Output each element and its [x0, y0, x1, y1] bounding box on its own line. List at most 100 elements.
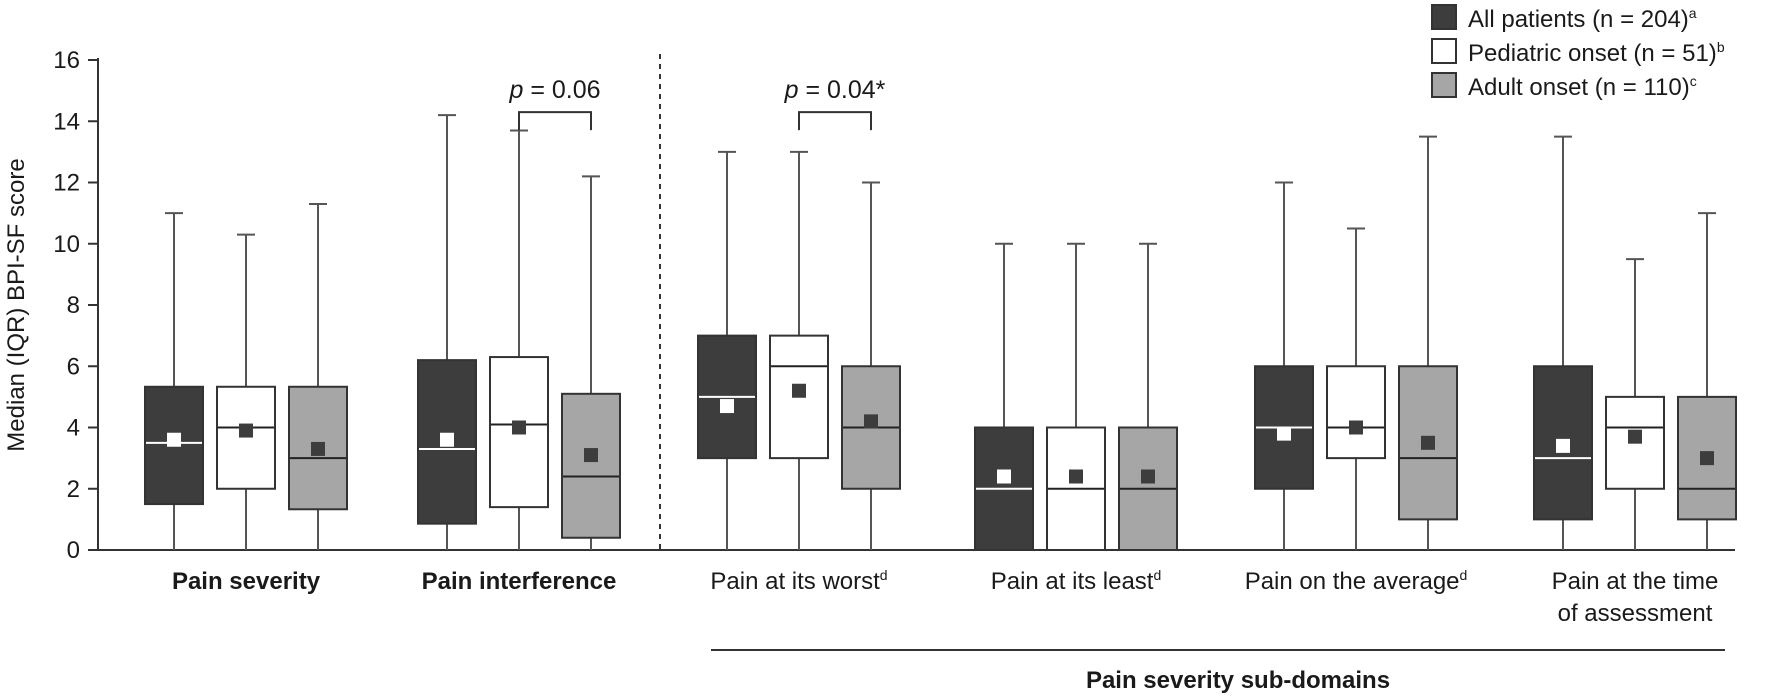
category-label: Pain at its worstd: [710, 567, 887, 595]
p-value-text: = 0.04*: [799, 76, 886, 104]
axes-group: 0 2 4 6 8 10 12 14 16 Median (IQR) BPI-SF score: [3, 47, 1735, 564]
mean-marker: [1277, 426, 1291, 441]
category-label: Pain at the time: [1552, 568, 1719, 595]
mean-marker: [1628, 429, 1642, 444]
category-label: Pain interference: [422, 568, 617, 595]
mean-marker: [440, 432, 454, 447]
iqr-box: [288, 385, 348, 511]
box-pediatric-onset-4: [1326, 227, 1386, 550]
y-tick-label: 16: [53, 47, 80, 74]
category-label-text: Pain severity: [172, 568, 321, 595]
p-value-label: p = 0.04*: [784, 76, 886, 104]
legend-item: Adult onset (n = 110)c: [1431, 72, 1697, 101]
y-tick-label: 12: [53, 170, 80, 197]
category-footnote-marker: d: [1153, 567, 1161, 583]
legend-item: Pediatric onset (n = 51)b: [1431, 38, 1725, 67]
y-tick-label: 4: [67, 415, 80, 442]
mean-marker: [311, 441, 325, 456]
y-tick-label: 2: [67, 476, 80, 503]
category-footnote-marker: d: [1460, 567, 1468, 583]
box-adult-onset-4: [1398, 135, 1458, 550]
y-tick-label: 8: [67, 292, 80, 319]
mean-marker: [1421, 435, 1435, 450]
legend-swatch: [1431, 38, 1457, 64]
mean-marker: [1349, 420, 1363, 435]
labels-group: Pain severity Pain interference Pain at it…: [172, 76, 1725, 694]
legend-label: All patients (n = 204)a: [1468, 5, 1697, 33]
mean-marker: [167, 432, 181, 447]
legend-label-text: Adult onset (n = 110): [1468, 74, 1690, 101]
box-adult-onset-2: [841, 181, 901, 550]
category-label-text: of assessment: [1558, 600, 1713, 627]
category-label-text: Pain at its worst: [710, 568, 880, 595]
category-label-text: Pain at the time: [1552, 568, 1719, 595]
box-pediatric-onset-0: [216, 233, 276, 550]
mean-marker: [512, 420, 526, 435]
y-tick-label: 10: [53, 231, 80, 258]
box-adult-onset-5: [1677, 212, 1737, 550]
legend-label-text: All patients (n = 204): [1468, 6, 1689, 33]
mean-marker: [584, 448, 598, 463]
legend-swatch: [1431, 72, 1457, 98]
legend-item: All patients (n = 204)a: [1431, 4, 1697, 33]
mean-marker: [792, 383, 806, 398]
box-pediatric-onset-3: [1046, 242, 1106, 551]
legend-footnote-marker: c: [1690, 73, 1697, 89]
legend-footnote-marker: b: [1717, 39, 1725, 55]
mean-marker: [997, 469, 1011, 484]
box-adult-onset-0: [288, 202, 348, 550]
box-all-patients-2: [697, 150, 757, 550]
box-pediatric-onset-2: [769, 150, 829, 550]
mean-marker: [1141, 469, 1155, 484]
mean-marker: [864, 414, 878, 429]
iqr-box: [216, 385, 276, 490]
category-label: Pain at its leastd: [991, 567, 1162, 595]
p-value-annotation: p = 0.06: [508, 76, 601, 131]
p-symbol: p: [784, 76, 799, 104]
category-footnote-marker: d: [880, 567, 888, 583]
significance-bracket: [518, 111, 592, 131]
legend: All patients (n = 204)a Pediatric onset (…: [1431, 4, 1725, 101]
category-label: Pain severity: [172, 568, 321, 595]
mean-marker: [1069, 469, 1083, 484]
y-tick-label: 14: [53, 108, 80, 135]
box-pediatric-onset-5: [1605, 258, 1665, 550]
legend-label: Adult onset (n = 110)c: [1468, 73, 1697, 101]
box-all-patients-0: [144, 212, 204, 550]
boxes-group: [144, 114, 1737, 551]
p-symbol: p: [508, 76, 523, 104]
category-label-text: Pain interference: [422, 568, 617, 595]
iqr-box: [561, 392, 621, 539]
box-pediatric-onset-1: [489, 129, 549, 550]
legend-footnote-marker: a: [1689, 5, 1697, 21]
iqr-box: [489, 356, 549, 509]
category-label: of assessment: [1558, 600, 1713, 627]
p-value-text: = 0.06: [523, 76, 600, 104]
legend-label-text: Pediatric onset (n = 51): [1468, 40, 1717, 67]
box-all-patients-1: [417, 114, 477, 550]
mean-marker: [1556, 438, 1570, 453]
box-adult-onset-1: [561, 175, 621, 550]
y-tick-label: 6: [67, 353, 80, 380]
box-all-patients-4: [1254, 181, 1314, 550]
y-tick-label: 0: [67, 537, 80, 564]
legend-swatch: [1431, 4, 1457, 30]
mean-marker: [1700, 451, 1714, 466]
box-adult-onset-3: [1118, 242, 1178, 551]
category-label-text: Pain at its least: [991, 568, 1154, 595]
box-all-patients-3: [974, 242, 1034, 551]
box-all-patients-5: [1533, 135, 1593, 550]
category-label: Pain on the averaged: [1245, 567, 1468, 595]
iqr-box: [1326, 365, 1386, 460]
p-value-annotation: p = 0.04*: [784, 76, 886, 131]
p-value-label: p = 0.06: [508, 76, 600, 104]
category-label-text: Pain on the average: [1245, 568, 1460, 595]
mean-marker: [720, 399, 734, 414]
mean-marker: [239, 423, 253, 438]
group-label: Pain severity sub-domains: [1086, 667, 1390, 694]
significance-bracket: [798, 111, 872, 131]
y-axis-label: Median (IQR) BPI-SF score: [3, 158, 30, 451]
iqr-box: [1605, 395, 1665, 490]
legend-label: Pediatric onset (n = 51)b: [1468, 39, 1725, 67]
